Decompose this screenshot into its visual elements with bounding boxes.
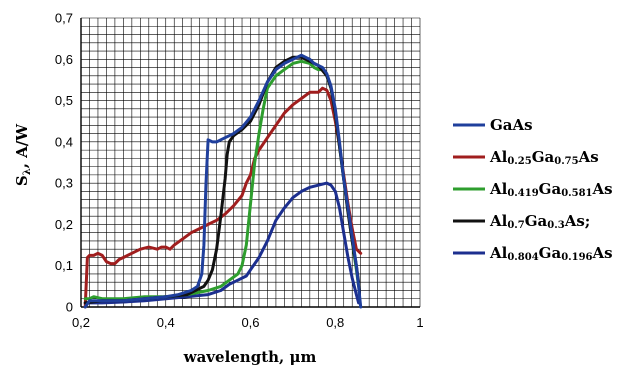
y-tick-label: 0,2 bbox=[55, 217, 73, 232]
y-axis-title: Sλ, A/W bbox=[13, 123, 33, 186]
legend-label-1: GaAs bbox=[490, 116, 533, 134]
series-line-3 bbox=[83, 59, 361, 301]
legend-label-4: Al0.7Ga0.3As; bbox=[489, 212, 590, 231]
legend: GaAs Al0.25Ga0.75As Al0.419Ga0.581As Al0.7G… bbox=[453, 116, 613, 263]
series-line-4 bbox=[83, 55, 361, 305]
x-tick-label: 0,4 bbox=[157, 315, 175, 330]
legend-label-3: Al0.419Ga0.581As bbox=[489, 180, 613, 199]
y-tick-label: 0,7 bbox=[55, 11, 73, 26]
y-tick-label: 0 bbox=[66, 300, 73, 315]
series-lines bbox=[83, 53, 363, 309]
tick-labels: 0,2 0,4 0,6 0,8 1 0 0,1 0,2 0,3 0,4 0,5 0,6 0,7 bbox=[55, 11, 424, 331]
x-tick-label: 0,8 bbox=[326, 315, 344, 330]
series-line-5 bbox=[83, 181, 361, 305]
y-axis-title-subscript: λ bbox=[22, 168, 33, 175]
x-tick-label: 0,6 bbox=[241, 315, 259, 330]
y-tick-label: 0,1 bbox=[55, 258, 73, 273]
x-axis-title: wavelength, μm bbox=[183, 348, 317, 366]
grid bbox=[80, 17, 421, 308]
y-tick-label: 0,3 bbox=[55, 176, 73, 191]
legend-label-5: Al0.804Ga0.196As bbox=[489, 244, 613, 263]
x-tick-label: 1 bbox=[416, 315, 423, 330]
axes bbox=[80, 18, 420, 308]
y-tick-label: 0,4 bbox=[55, 134, 73, 149]
svg-text:Sλ, A/W: Sλ, A/W bbox=[13, 123, 33, 186]
legend-label-2: Al0.25Ga0.75As bbox=[489, 148, 599, 167]
x-tick-label: 0,2 bbox=[72, 315, 90, 330]
series-line-1 bbox=[83, 53, 363, 309]
y-tick-label: 0,6 bbox=[55, 52, 73, 67]
y-axis-title-unit: , A/W bbox=[13, 123, 31, 169]
y-tick-label: 0,5 bbox=[55, 93, 73, 108]
y-axis-title-symbol: S bbox=[13, 175, 31, 186]
